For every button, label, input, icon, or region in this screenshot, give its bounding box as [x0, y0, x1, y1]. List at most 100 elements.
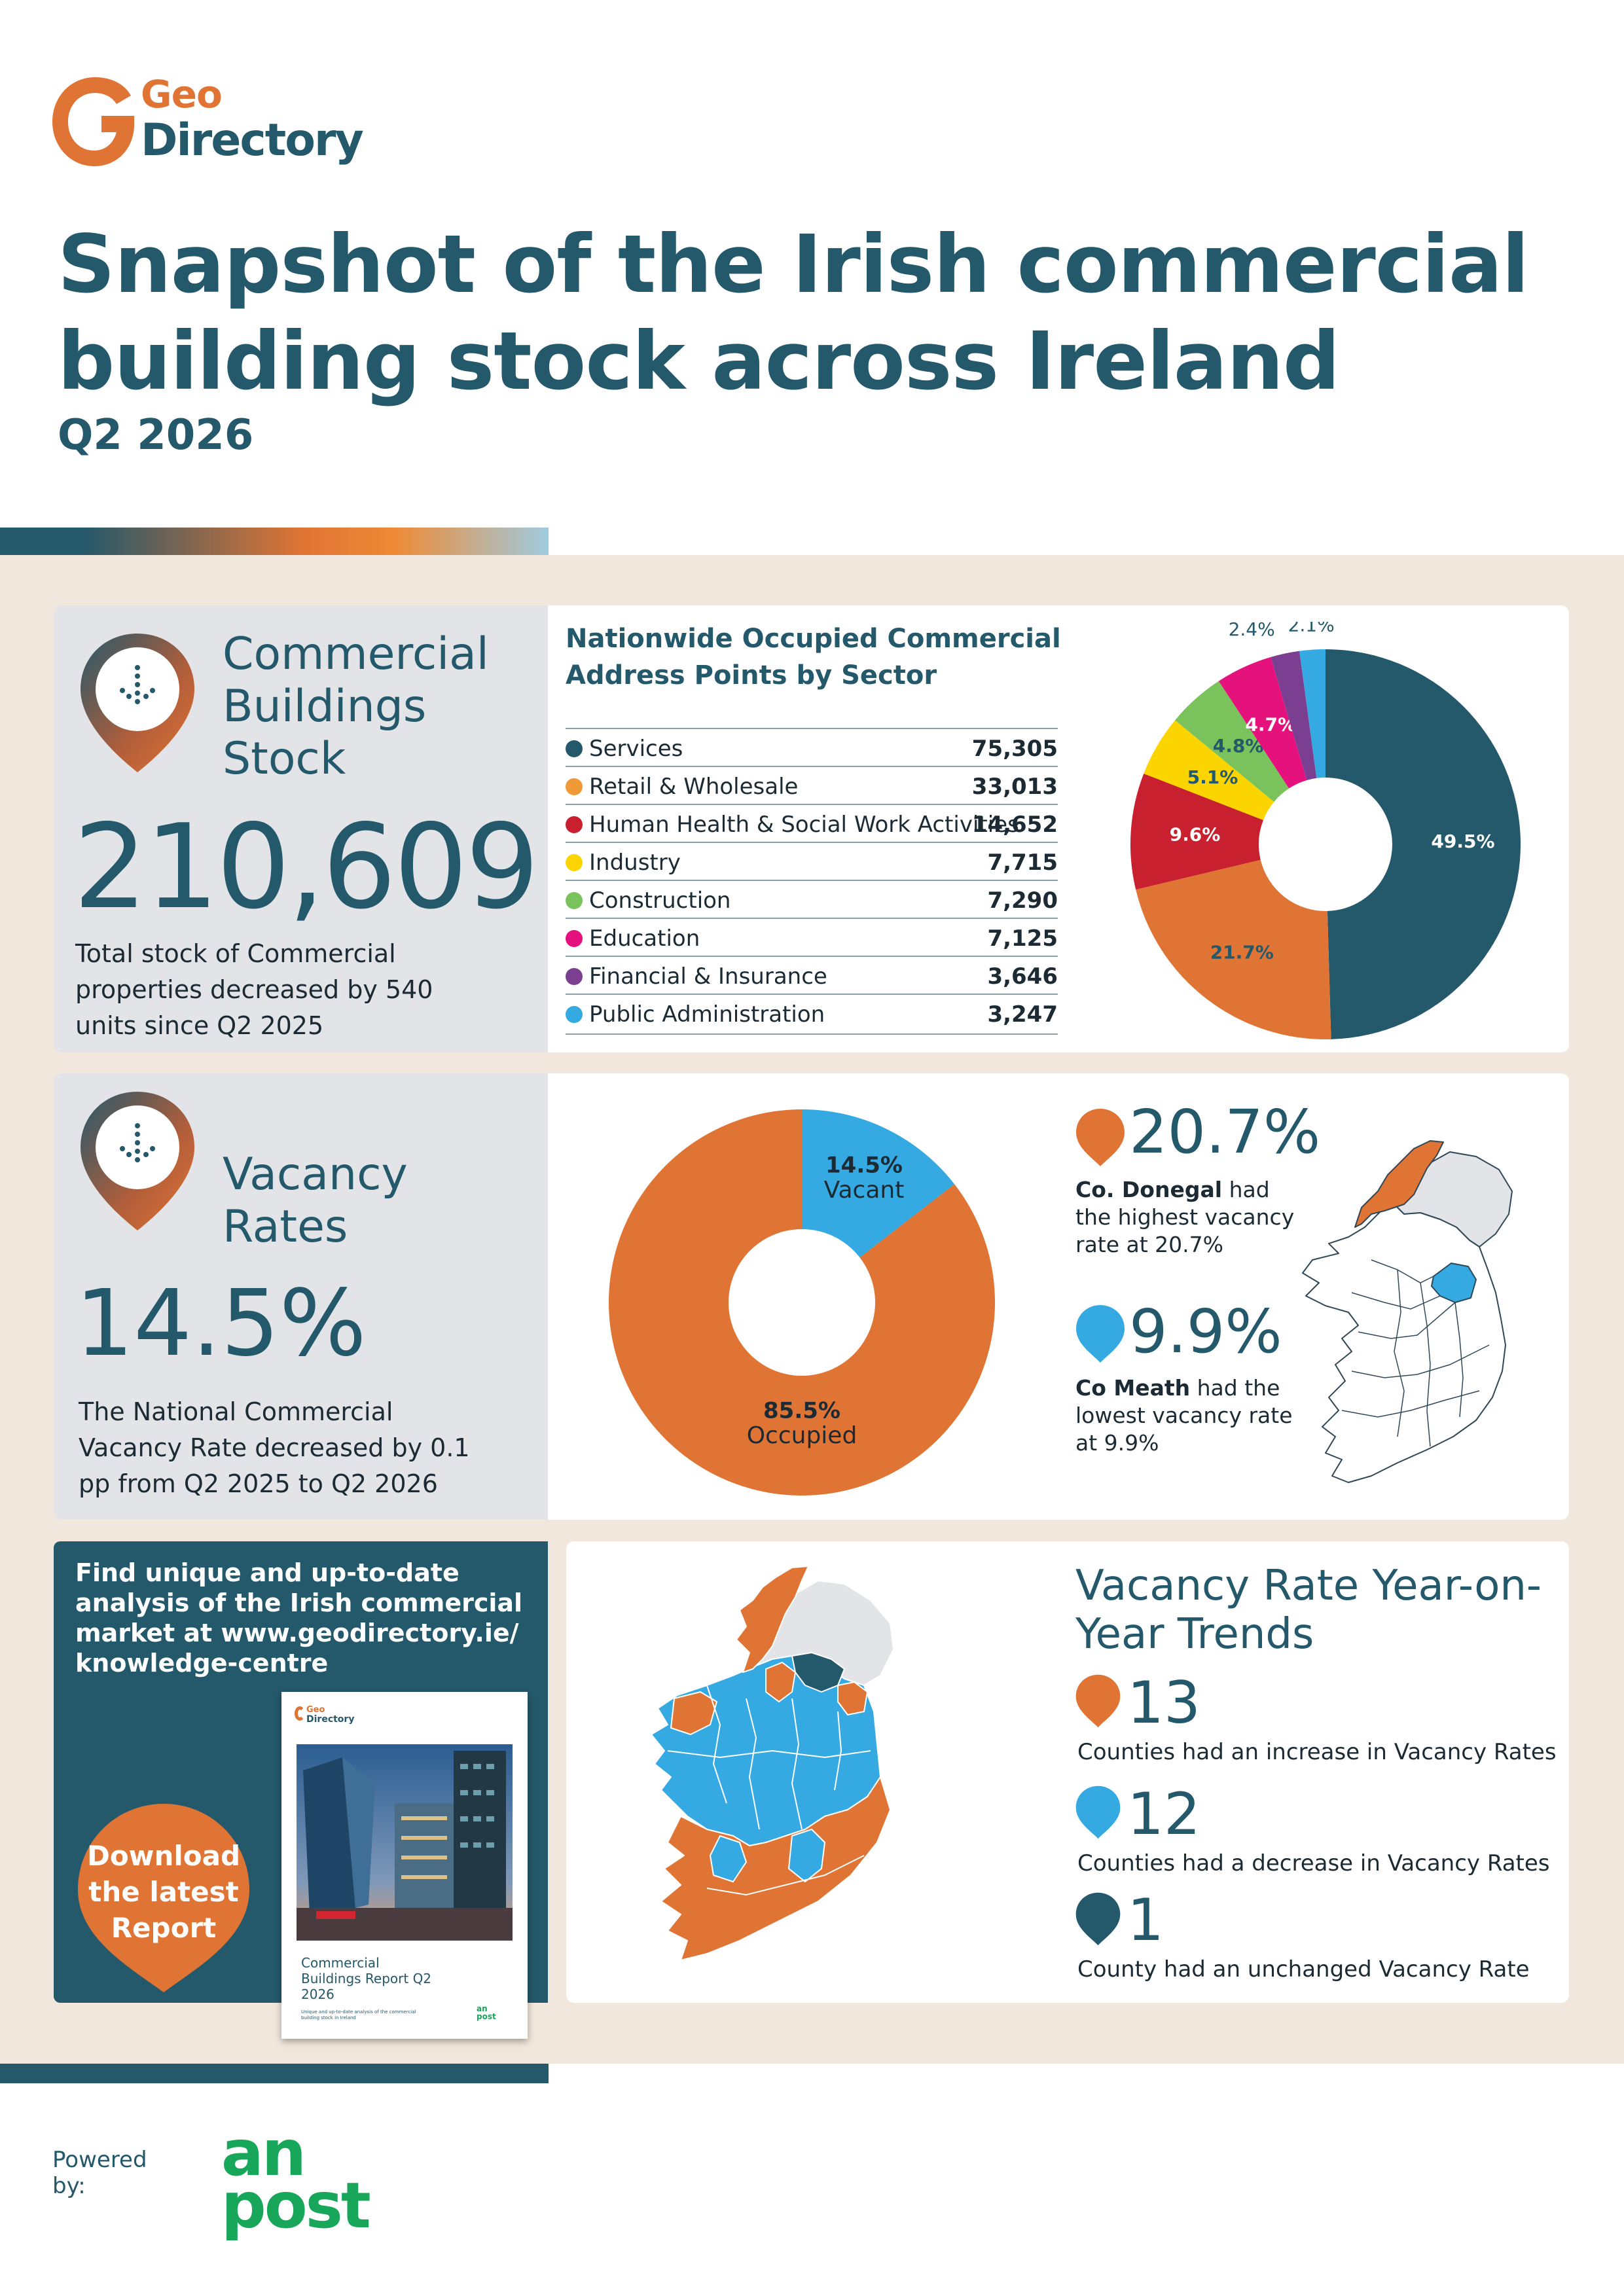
legend-swatch	[566, 778, 583, 795]
cover-logo-text2: Directory	[306, 1714, 355, 1725]
cover-logo-text: Geo	[306, 1705, 325, 1715]
location-pin-icon	[1075, 1674, 1121, 1728]
stock-heading: Commercial Buildings Stock	[223, 628, 489, 785]
table-row: Industry 7,715	[566, 842, 1058, 880]
an-post-logo-line2: post	[221, 2169, 371, 2242]
map-county-increase-south	[660, 1776, 891, 1961]
sector-value: 3,646	[987, 963, 1058, 990]
map-donegal	[1354, 1140, 1444, 1228]
sector-table-title: Nationwide Occupied Commercial Address P…	[566, 624, 1061, 691]
map-county-increase-2	[837, 1681, 868, 1715]
unchanged-count: 1	[1127, 1886, 1164, 1954]
table-rule	[566, 1033, 1058, 1035]
sector-label: Industry	[589, 850, 681, 876]
location-pin-icon	[1075, 1892, 1121, 1946]
donut-slice	[1130, 773, 1263, 890]
lowest-vacancy-text: Co Meath had the lowest vacancy rate at …	[1075, 1374, 1298, 1457]
sector-label: Retail & Wholesale	[589, 774, 799, 800]
increase-count: 13	[1127, 1669, 1200, 1736]
page-title: Snapshot of the Irish commercial buildin…	[58, 218, 1529, 408]
donut-slice	[1218, 657, 1307, 789]
map-county-increase-3	[670, 1691, 717, 1735]
map-ireland-mainland	[1302, 1200, 1506, 1483]
occupied-value-label: 85.5%	[763, 1398, 840, 1424]
sector-value: 14,652	[971, 812, 1058, 838]
slice-label: 5.1%	[1187, 766, 1238, 788]
highest-vacancy-value: 20.7%	[1129, 1097, 1321, 1167]
slice-label: 21.7%	[1210, 942, 1274, 963]
geodirectory-logo	[52, 77, 134, 166]
table-row: Services 75,305	[566, 728, 1058, 766]
sector-label: Financial & Insurance	[589, 963, 827, 990]
sector-label: Public Administration	[589, 1001, 825, 1028]
location-pin-icon	[1076, 1305, 1125, 1363]
ireland-outline-map	[1302, 1140, 1513, 1483]
donut-slice	[1144, 720, 1274, 821]
vacant-category-label: Vacant	[824, 1177, 905, 1204]
stock-value: 210,609	[73, 799, 539, 935]
slice-label: 2.1%	[1288, 622, 1335, 636]
map-county-decrease-south	[788, 1829, 825, 1882]
unchanged-text: County had an unchanged Vacancy Rate	[1077, 1956, 1530, 1982]
donut-slice	[1136, 859, 1331, 1039]
map-county-increase-1	[765, 1662, 796, 1702]
stock-note: Total stock of Commercial properties dec…	[75, 939, 433, 1040]
slice-label: 9.6%	[1170, 823, 1221, 845]
legend-swatch	[566, 740, 583, 757]
an-post-logo-line1: an	[221, 2117, 306, 2190]
decrease-text: Counties had a decrease in Vacancy Rates	[1077, 1850, 1550, 1876]
cover-building-photo	[297, 1744, 513, 1941]
sector-value: 33,013	[971, 774, 1058, 800]
highest-vacancy-desc: had the highest vacancy rate at 20.7%	[1075, 1177, 1295, 1257]
table-row: Human Health & Social Work Activities 14,…	[566, 804, 1058, 842]
table-row: Education 7,125	[566, 918, 1058, 956]
donut-slice	[1271, 651, 1317, 781]
sector-label: Education	[589, 925, 700, 952]
cover-partner-logo: an post	[477, 2004, 496, 2021]
cover-subtitle: Unique and up-to-date analysis of the co…	[301, 2009, 416, 2020]
download-report-button[interactable]	[75, 1801, 252, 1994]
logo-g-mark	[52, 77, 134, 166]
legend-swatch	[566, 1006, 583, 1023]
lowest-vacancy-county: Co Meath	[1075, 1375, 1191, 1401]
legend-swatch	[566, 854, 583, 871]
page-subtitle: Q2 2026	[58, 411, 254, 459]
sector-value: 3,247	[987, 1001, 1058, 1028]
donut-slice	[802, 1109, 955, 1258]
legend-swatch	[566, 930, 583, 947]
location-pin-down-arrow-icon	[81, 634, 194, 772]
cover-title: Commercial Buildings Report Q2 2026	[301, 1955, 432, 2002]
lowest-vacancy-desc: had the lowest vacancy rate at 9.9%	[1075, 1375, 1293, 1456]
download-report-label[interactable]: Download the latest Report	[86, 1840, 241, 1944]
map-county-decrease-west	[710, 1835, 747, 1882]
bottom-divider	[0, 2064, 549, 2083]
powered-by-label: Powered by:	[52, 2147, 147, 2199]
vacancy-donut-chart: 14.5%Vacant 85.5%Occupied	[608, 1109, 995, 1496]
donut-slice	[608, 1109, 995, 1496]
sector-value: 7,290	[987, 888, 1058, 914]
decrease-count: 12	[1127, 1780, 1200, 1848]
logo-text-directory: Directory	[141, 115, 364, 166]
cover-logo-g-icon	[295, 1706, 305, 1721]
sector-label: Construction	[589, 888, 731, 914]
legend-swatch	[566, 816, 583, 833]
increase-text: Counties had an increase in Vacancy Rate…	[1077, 1739, 1557, 1765]
logo-text-geo: Geo	[141, 72, 223, 117]
map-donegal	[736, 1566, 809, 1673]
vacancy-note: The National Commercial Vacancy Rate dec…	[79, 1397, 470, 1498]
vacancy-heading: Vacancy Rates	[223, 1149, 408, 1253]
slice-label: 2.4%	[1229, 622, 1275, 640]
gradient-divider	[0, 528, 549, 555]
sector-value: 7,125	[987, 925, 1058, 952]
slice-label: 4.8%	[1213, 735, 1264, 757]
ireland-trend-map	[651, 1566, 894, 1961]
table-row: Retail & Wholesale 33,013	[566, 766, 1058, 804]
report-cover-thumbnail[interactable]: Geo Directory Commercial Buildings Repor…	[281, 1692, 528, 2039]
sector-value: 7,715	[987, 850, 1058, 876]
occupied-category-label: Occupied	[747, 1422, 857, 1449]
donut-slice	[1299, 649, 1326, 778]
highest-vacancy-county: Co. Donegal	[1075, 1177, 1223, 1202]
report-promo-text: Find unique and up-to-date analysis of t…	[75, 1558, 523, 1677]
vacancy-value: 14.5%	[75, 1270, 367, 1377]
location-pin-icon	[1076, 1109, 1125, 1166]
